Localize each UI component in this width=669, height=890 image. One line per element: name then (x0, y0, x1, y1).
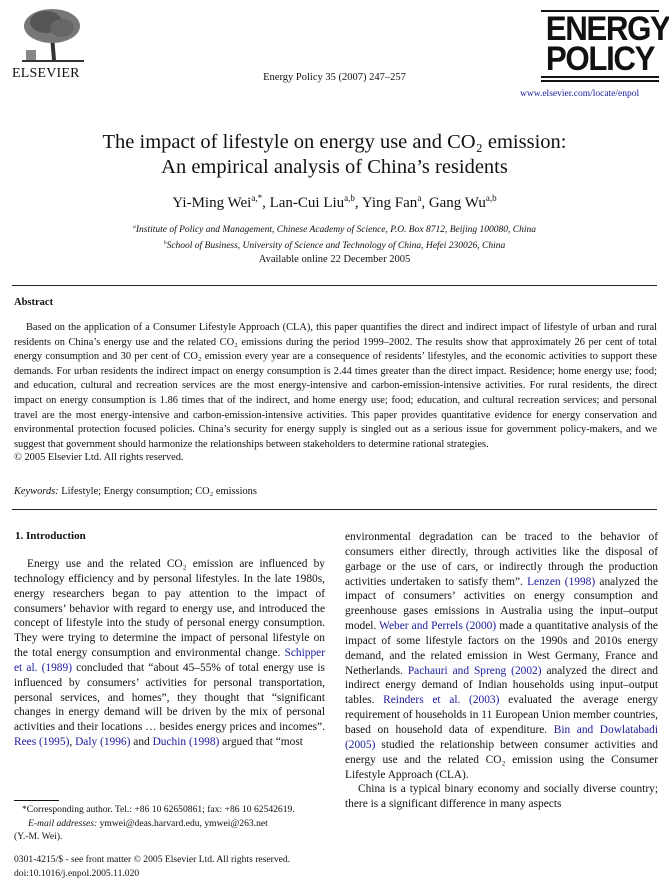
doi-line[interactable]: doi:10.1016/j.enpol.2005.11.020 (14, 867, 140, 879)
footnote: *Corresponding author. Tel.: +86 10 6265… (14, 803, 326, 844)
citation-link[interactable]: Bin and Dowlatabadi (2005) (345, 723, 658, 751)
affiliation: bSchool of Business, University of Scien… (0, 237, 669, 253)
abstract-heading: Abstract (14, 297, 54, 308)
author-name: Yi-Ming Wei (172, 195, 252, 211)
journal-url-link[interactable]: www.elsevier.com/locate/enpol (520, 89, 640, 99)
affiliation-text: School of Business, University of Scienc… (166, 241, 506, 252)
author-name: Gang Wu (428, 195, 486, 211)
abstract-copyright: © 2005 Elsevier Ltd. All rights reserved… (14, 452, 184, 463)
citation-link[interactable]: Daly (1996) (75, 736, 131, 749)
corresponding-author: *Corresponding author. Tel.: +86 10 6265… (22, 804, 295, 815)
affiliation-mark: b (163, 240, 167, 247)
affiliation: aInstitute of Policy and Management, Chi… (0, 221, 669, 237)
section-heading: 1. Introduction (15, 530, 86, 542)
body-text: Energy use and the related CO₂ emission … (14, 558, 325, 660)
article-title: The impact of lifestyle on energy use an… (0, 130, 669, 180)
divider (12, 285, 657, 286)
author-name: Lan-Cui Liu (269, 195, 345, 211)
issn-line: 0301-4215/$ - see front matter © 2005 El… (14, 854, 291, 865)
abstract-text: Based on the application of a Consumer L… (14, 322, 657, 450)
elsevier-tree-logo (16, 6, 88, 64)
affiliation-text: Institute of Policy and Management, Chin… (135, 225, 536, 236)
author-initials: (Y.-M. Wei). (14, 831, 63, 842)
citation-link[interactable]: Rees (1995) (14, 736, 70, 749)
affiliations: aInstitute of Policy and Management, Chi… (0, 221, 669, 253)
available-online-date: Available online 22 December 2005 (258, 254, 411, 265)
issn-footer: 0301-4215/$ - see front matter © 2005 El… (14, 853, 290, 880)
keywords-label: Keywords: (14, 486, 59, 497)
body-paragraph: environmental degradation can be traced … (345, 530, 658, 782)
body-text: studied the relationship between consume… (345, 738, 658, 781)
body-text: made a quantitative analysis of the impa… (345, 620, 658, 677)
author-list: Yi-Ming Weia,*, Lan-Cui Liua,b, Ying Fan… (172, 193, 497, 211)
body-paragraph: China is a typical binary economy and so… (345, 782, 658, 812)
publisher-name: ELSEVIER (12, 66, 80, 81)
body-text: analyzed the direct and indirect energy … (345, 664, 658, 707)
journal-logo: ENERGY POLICY (541, 8, 669, 84)
body-text: environmental degradation can be traced … (345, 531, 658, 588)
right-column-body: environmental degradation can be traced … (345, 530, 658, 812)
footnote-rule (14, 800, 59, 801)
journal-logo-line1: ENERGY (545, 10, 669, 48)
body-text: argued that “most (219, 736, 303, 749)
divider (12, 509, 657, 510)
author-name: Ying Fan (361, 195, 418, 211)
keywords: Keywords: Lifestyle; Energy consumption;… (14, 486, 257, 497)
journal-logo-line2: POLICY (545, 40, 656, 78)
body-text: China is a typical binary economy and so… (345, 783, 658, 811)
email-addresses[interactable]: ymwei@deas.harvard.edu, ymwei@263.net (97, 817, 268, 829)
author-affiliation-mark: a,b (485, 193, 497, 203)
author-affiliation-mark: a,* (251, 193, 263, 203)
citation-link[interactable]: Duchin (1998) (152, 736, 220, 749)
body-text: , (69, 736, 76, 749)
citation-link[interactable]: Weber and Perrels (2000) (379, 620, 497, 633)
left-column-body: Energy use and the related CO₂ emission … (14, 557, 325, 750)
citation-link[interactable]: Schipper et al. (1989) (14, 647, 325, 674)
body-text: analyzed the impact of consumers’ activi… (345, 575, 659, 633)
email-label: E-mail addresses: (28, 817, 98, 829)
body-text: concluded that “about 45–55% of total en… (14, 661, 325, 734)
title-line-2: An empirical analysis of China’s residen… (161, 156, 508, 178)
author-affiliation-mark: a,b (344, 193, 355, 203)
citation-link[interactable]: Lenzen (1998) (527, 575, 596, 588)
body-text: evaluated the average energy requirement… (345, 694, 659, 736)
keywords-list: Lifestyle; Energy consumption; CO₂ emiss… (61, 486, 257, 497)
author-affiliation-mark: a (417, 193, 422, 203)
title-line-1: The impact of lifestyle on energy use an… (102, 131, 567, 153)
affiliation-mark: a (133, 224, 136, 230)
citation-link[interactable]: Reinders et al. (2003) (383, 694, 500, 707)
citation-link[interactable]: Pachauri and Spreng (2002) (407, 664, 542, 677)
body-paragraph: Energy use and the related CO₂ emission … (14, 557, 325, 750)
journal-citation: Energy Policy 35 (2007) 247–257 (263, 72, 406, 83)
body-text: and (130, 736, 153, 749)
